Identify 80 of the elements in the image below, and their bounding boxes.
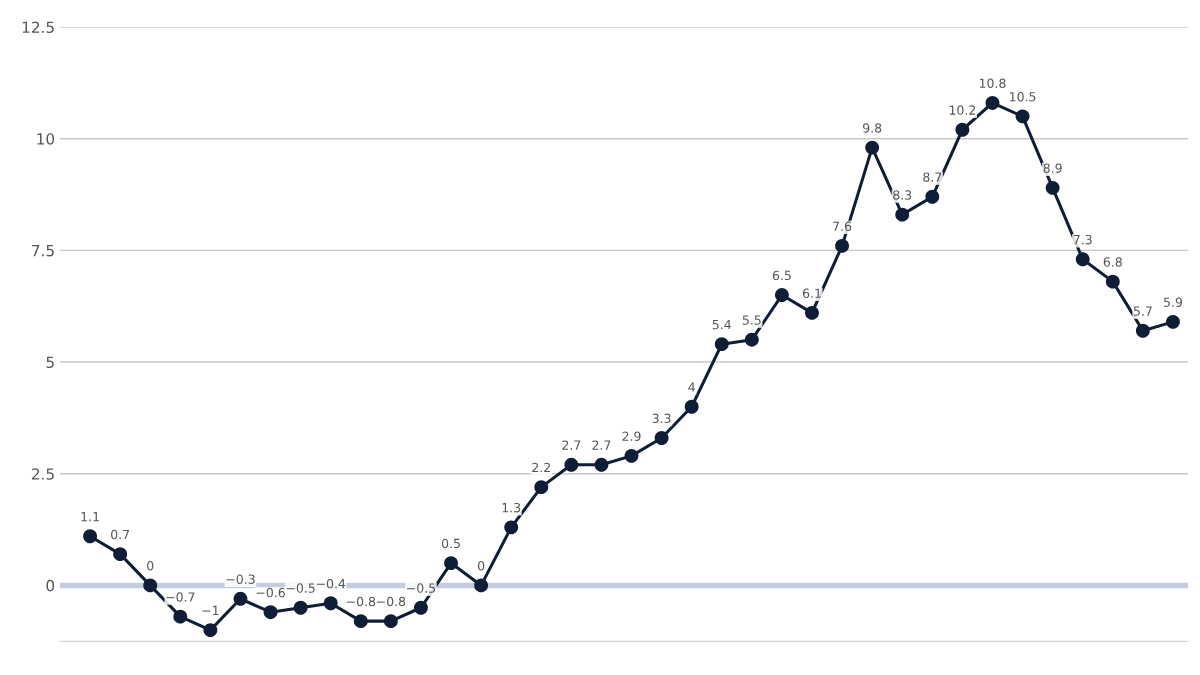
data-label: 5.7 — [1133, 306, 1152, 316]
point — [895, 207, 910, 222]
data-label: 1.3 — [502, 502, 521, 513]
point — [504, 520, 519, 535]
point — [624, 448, 639, 463]
point — [383, 614, 398, 629]
point — [414, 600, 428, 615]
point — [444, 556, 458, 571]
data-label: −0.7 — [166, 592, 195, 602]
data-label: −0.6 — [256, 587, 285, 598]
data-label: 8.9 — [1043, 163, 1062, 173]
point — [1045, 180, 1060, 195]
point — [1105, 274, 1120, 289]
point — [1135, 323, 1150, 338]
data-label: 10.5 — [1010, 91, 1036, 102]
point — [474, 578, 489, 593]
point — [985, 96, 1000, 110]
point — [925, 189, 940, 204]
y-tick-label: 7.5 — [32, 245, 54, 257]
data-label: 0 — [477, 561, 485, 571]
data-label: 3.3 — [652, 413, 671, 424]
point — [173, 609, 188, 624]
point — [714, 337, 729, 352]
point — [1075, 252, 1090, 267]
point — [564, 457, 579, 472]
data-label: 10.8 — [979, 78, 1006, 89]
point — [203, 623, 218, 638]
data-label: 10.2 — [949, 105, 976, 115]
point — [684, 399, 699, 414]
data-label: 0.5 — [441, 538, 460, 549]
data-label: 6.1 — [802, 288, 821, 298]
data-label: −1 — [202, 605, 219, 615]
data-label: −0.5 — [407, 583, 436, 593]
data-label: 5.9 — [1163, 297, 1183, 307]
data-label: 5.4 — [712, 319, 731, 330]
point — [835, 238, 850, 253]
data-label: −0.8 — [346, 596, 376, 607]
data-label: 8.3 — [893, 190, 912, 200]
data-label: 2.9 — [622, 431, 641, 441]
point — [805, 305, 819, 320]
point — [233, 591, 248, 606]
point — [594, 457, 609, 472]
data-label: 6.8 — [1103, 257, 1122, 267]
point — [774, 288, 789, 302]
data-label: 2.2 — [532, 462, 550, 473]
data-label: 1.1 — [81, 512, 99, 522]
point — [534, 480, 549, 495]
point — [744, 332, 759, 347]
y-tick-label: 12.5 — [22, 21, 54, 34]
point — [263, 605, 278, 620]
point — [955, 122, 970, 137]
data-label: 7.6 — [833, 221, 852, 231]
data-label: 9.8 — [863, 123, 882, 133]
point — [293, 600, 308, 615]
data-label: 6.5 — [772, 270, 791, 281]
data-label: 2.7 — [592, 440, 611, 450]
point — [865, 140, 880, 155]
point — [323, 596, 338, 611]
data-label: 0.7 — [111, 529, 130, 540]
data-label: 8.7 — [923, 172, 942, 182]
y-tick-label: 0 — [46, 579, 55, 592]
data-label: 2.7 — [562, 440, 581, 450]
data-label: −0.8 — [377, 596, 406, 607]
y-tick-label: 10 — [37, 133, 55, 145]
data-label: −0.4 — [316, 578, 346, 589]
data-label: 4 — [688, 382, 695, 392]
point — [143, 578, 158, 593]
data-label: 5.5 — [742, 315, 761, 325]
point — [654, 431, 669, 445]
y-tick-label: 2.5 — [31, 468, 54, 480]
point — [83, 529, 98, 544]
point — [113, 547, 128, 562]
data-label: −0.3 — [226, 574, 255, 584]
data-label: 0 — [147, 561, 154, 571]
point — [353, 614, 368, 629]
point — [1166, 314, 1180, 329]
data-label: 7.3 — [1073, 234, 1092, 245]
y-tick-label: 5 — [46, 356, 54, 369]
data-label: −0.5 — [286, 583, 315, 593]
point — [1015, 109, 1030, 124]
